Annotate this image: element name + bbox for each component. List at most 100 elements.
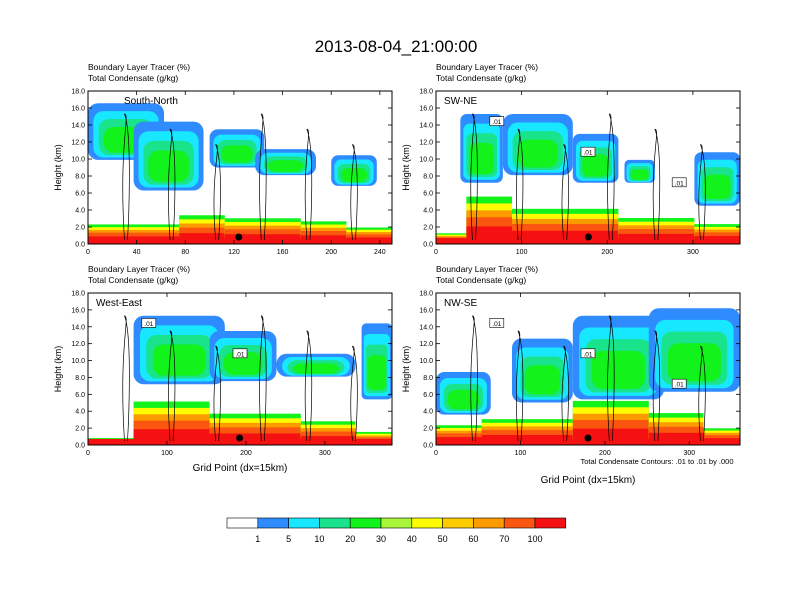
x-tick-label: 120 bbox=[228, 249, 240, 256]
boundary-layer-band bbox=[648, 432, 704, 444]
x-axis-label: Grid Point (dx=15km) bbox=[541, 475, 636, 486]
contour-label-box bbox=[580, 348, 596, 359]
cloud-layer bbox=[293, 363, 339, 374]
colorbar: 1 5 10 20 30 40 50 60 70 100 bbox=[226, 517, 567, 544]
x-tick-label: 160 bbox=[277, 249, 289, 256]
y-tick-label: 14.0 bbox=[419, 123, 433, 130]
y-tick-label: 12.0 bbox=[419, 140, 433, 147]
y-tick-label: 4.0 bbox=[423, 208, 433, 215]
colorbar-swatch bbox=[257, 517, 289, 529]
condensate-contour bbox=[350, 144, 358, 241]
condensate-contour bbox=[350, 345, 358, 442]
colorbar-swatch bbox=[319, 517, 351, 529]
plot-frame bbox=[435, 90, 741, 245]
cloud-layer bbox=[221, 145, 253, 163]
panel-header-line: Boundary Layer Tracer (%) bbox=[88, 62, 190, 72]
cloud-layer bbox=[667, 343, 721, 382]
tracer-field bbox=[436, 293, 740, 445]
condensate-contour bbox=[213, 345, 221, 442]
y-tick-label: 14.0 bbox=[71, 324, 85, 331]
panel-header-line: Boundary Layer Tracer (%) bbox=[436, 264, 538, 274]
condensate-contour bbox=[698, 144, 706, 241]
contour-label-box bbox=[671, 177, 687, 188]
location-marker bbox=[235, 233, 243, 241]
condensate-contour bbox=[652, 330, 661, 442]
surface-layer bbox=[88, 439, 392, 445]
y-tick-label: 0.0 bbox=[423, 242, 433, 249]
y-tick-label: 4.0 bbox=[75, 409, 85, 416]
colorbar-swatch bbox=[411, 517, 443, 529]
plot-frame bbox=[435, 292, 741, 446]
y-axis-label: Height (km) bbox=[53, 144, 63, 191]
condensate-contour bbox=[516, 330, 524, 442]
condensate-contour bbox=[168, 330, 176, 442]
location-marker bbox=[584, 434, 592, 442]
contour-label: .01 bbox=[583, 351, 592, 358]
y-tick-label: 2.0 bbox=[423, 225, 433, 232]
condensate-contour bbox=[168, 128, 176, 241]
cloud-layer bbox=[148, 150, 189, 182]
x-tick-label: 300 bbox=[683, 450, 695, 457]
y-tick-label: 18.0 bbox=[419, 291, 433, 298]
condensate-contour bbox=[698, 345, 706, 442]
y-tick-label: 12.0 bbox=[71, 341, 85, 348]
panels: Boundary Layer Tracer (%) Total Condensat… bbox=[53, 62, 741, 486]
panel-sw-ne: Boundary Layer Tracer (%)Total Condensat… bbox=[401, 62, 741, 256]
cloud-layer bbox=[447, 389, 480, 410]
tracer-field bbox=[88, 293, 392, 445]
y-tick-label: 6.0 bbox=[423, 191, 433, 198]
condensate-contour bbox=[516, 128, 524, 241]
y-axis-label: Height (km) bbox=[401, 144, 411, 191]
x-tick-label: 0 bbox=[86, 450, 90, 457]
x-axis-label: Grid Point (dx=15km) bbox=[193, 463, 288, 474]
x-tick-label: 0 bbox=[86, 249, 90, 256]
condensate-contour bbox=[259, 113, 267, 241]
y-tick-label: 16.0 bbox=[419, 106, 433, 113]
boundary-layer-band bbox=[209, 433, 301, 445]
y-axis-label: Height (km) bbox=[401, 346, 411, 393]
surface-layer bbox=[436, 238, 740, 244]
colorbar-label: 60 bbox=[468, 534, 478, 544]
panel-nw-se: Boundary Layer Tracer (%)Total Condensat… bbox=[401, 264, 741, 486]
location-marker bbox=[584, 233, 592, 241]
cloud-layer bbox=[469, 142, 494, 175]
y-axis-label: Height (km) bbox=[53, 346, 63, 393]
condensate-contour bbox=[470, 113, 478, 241]
plot-frame bbox=[87, 90, 393, 245]
colorbar-swatch bbox=[288, 517, 320, 529]
cloud-layer bbox=[582, 154, 609, 177]
colorbar-label: 20 bbox=[345, 534, 355, 544]
y-tick-label: 8.0 bbox=[423, 375, 433, 382]
panel-west-east: Boundary Layer Tracer (%)Total Condensat… bbox=[53, 264, 393, 474]
x-tick-label: 80 bbox=[181, 249, 189, 256]
y-tick-label: 10.0 bbox=[419, 157, 433, 164]
panel-header-line: Boundary Layer Tracer (%) bbox=[88, 264, 190, 274]
contour-label: .01 bbox=[235, 351, 244, 358]
surface-layer bbox=[436, 439, 740, 445]
location-marker bbox=[236, 434, 244, 442]
cloud-layer bbox=[517, 139, 559, 168]
colorbar-swatch bbox=[380, 517, 413, 529]
figure-title: 2013-08-04_21:00:00 bbox=[315, 37, 478, 56]
x-tick-label: 240 bbox=[374, 249, 386, 256]
y-tick-label: 6.0 bbox=[423, 392, 433, 399]
y-tick-label: 18.0 bbox=[71, 291, 85, 298]
panel-header-line: Total Condensate (g/kg) bbox=[436, 73, 526, 83]
y-tick-label: 12.0 bbox=[71, 140, 85, 147]
condensate-contour bbox=[607, 113, 615, 241]
x-tick-label: 100 bbox=[161, 450, 173, 457]
contour-label-box bbox=[489, 318, 505, 328]
contour-label-box bbox=[232, 348, 248, 359]
y-tick-label: 4.0 bbox=[75, 208, 85, 215]
colorbar-swatch bbox=[503, 517, 536, 529]
plot-frame bbox=[87, 292, 393, 446]
contour-label: .01 bbox=[675, 382, 684, 389]
panel-title: NW-SE bbox=[444, 298, 477, 309]
colorbar-label: 10 bbox=[314, 534, 324, 544]
condensate-contour bbox=[304, 330, 313, 442]
panel-title: West-East bbox=[96, 298, 142, 309]
contour-label-box bbox=[141, 318, 157, 328]
colorbar-swatch bbox=[534, 517, 567, 529]
cloud-layer bbox=[267, 160, 304, 172]
